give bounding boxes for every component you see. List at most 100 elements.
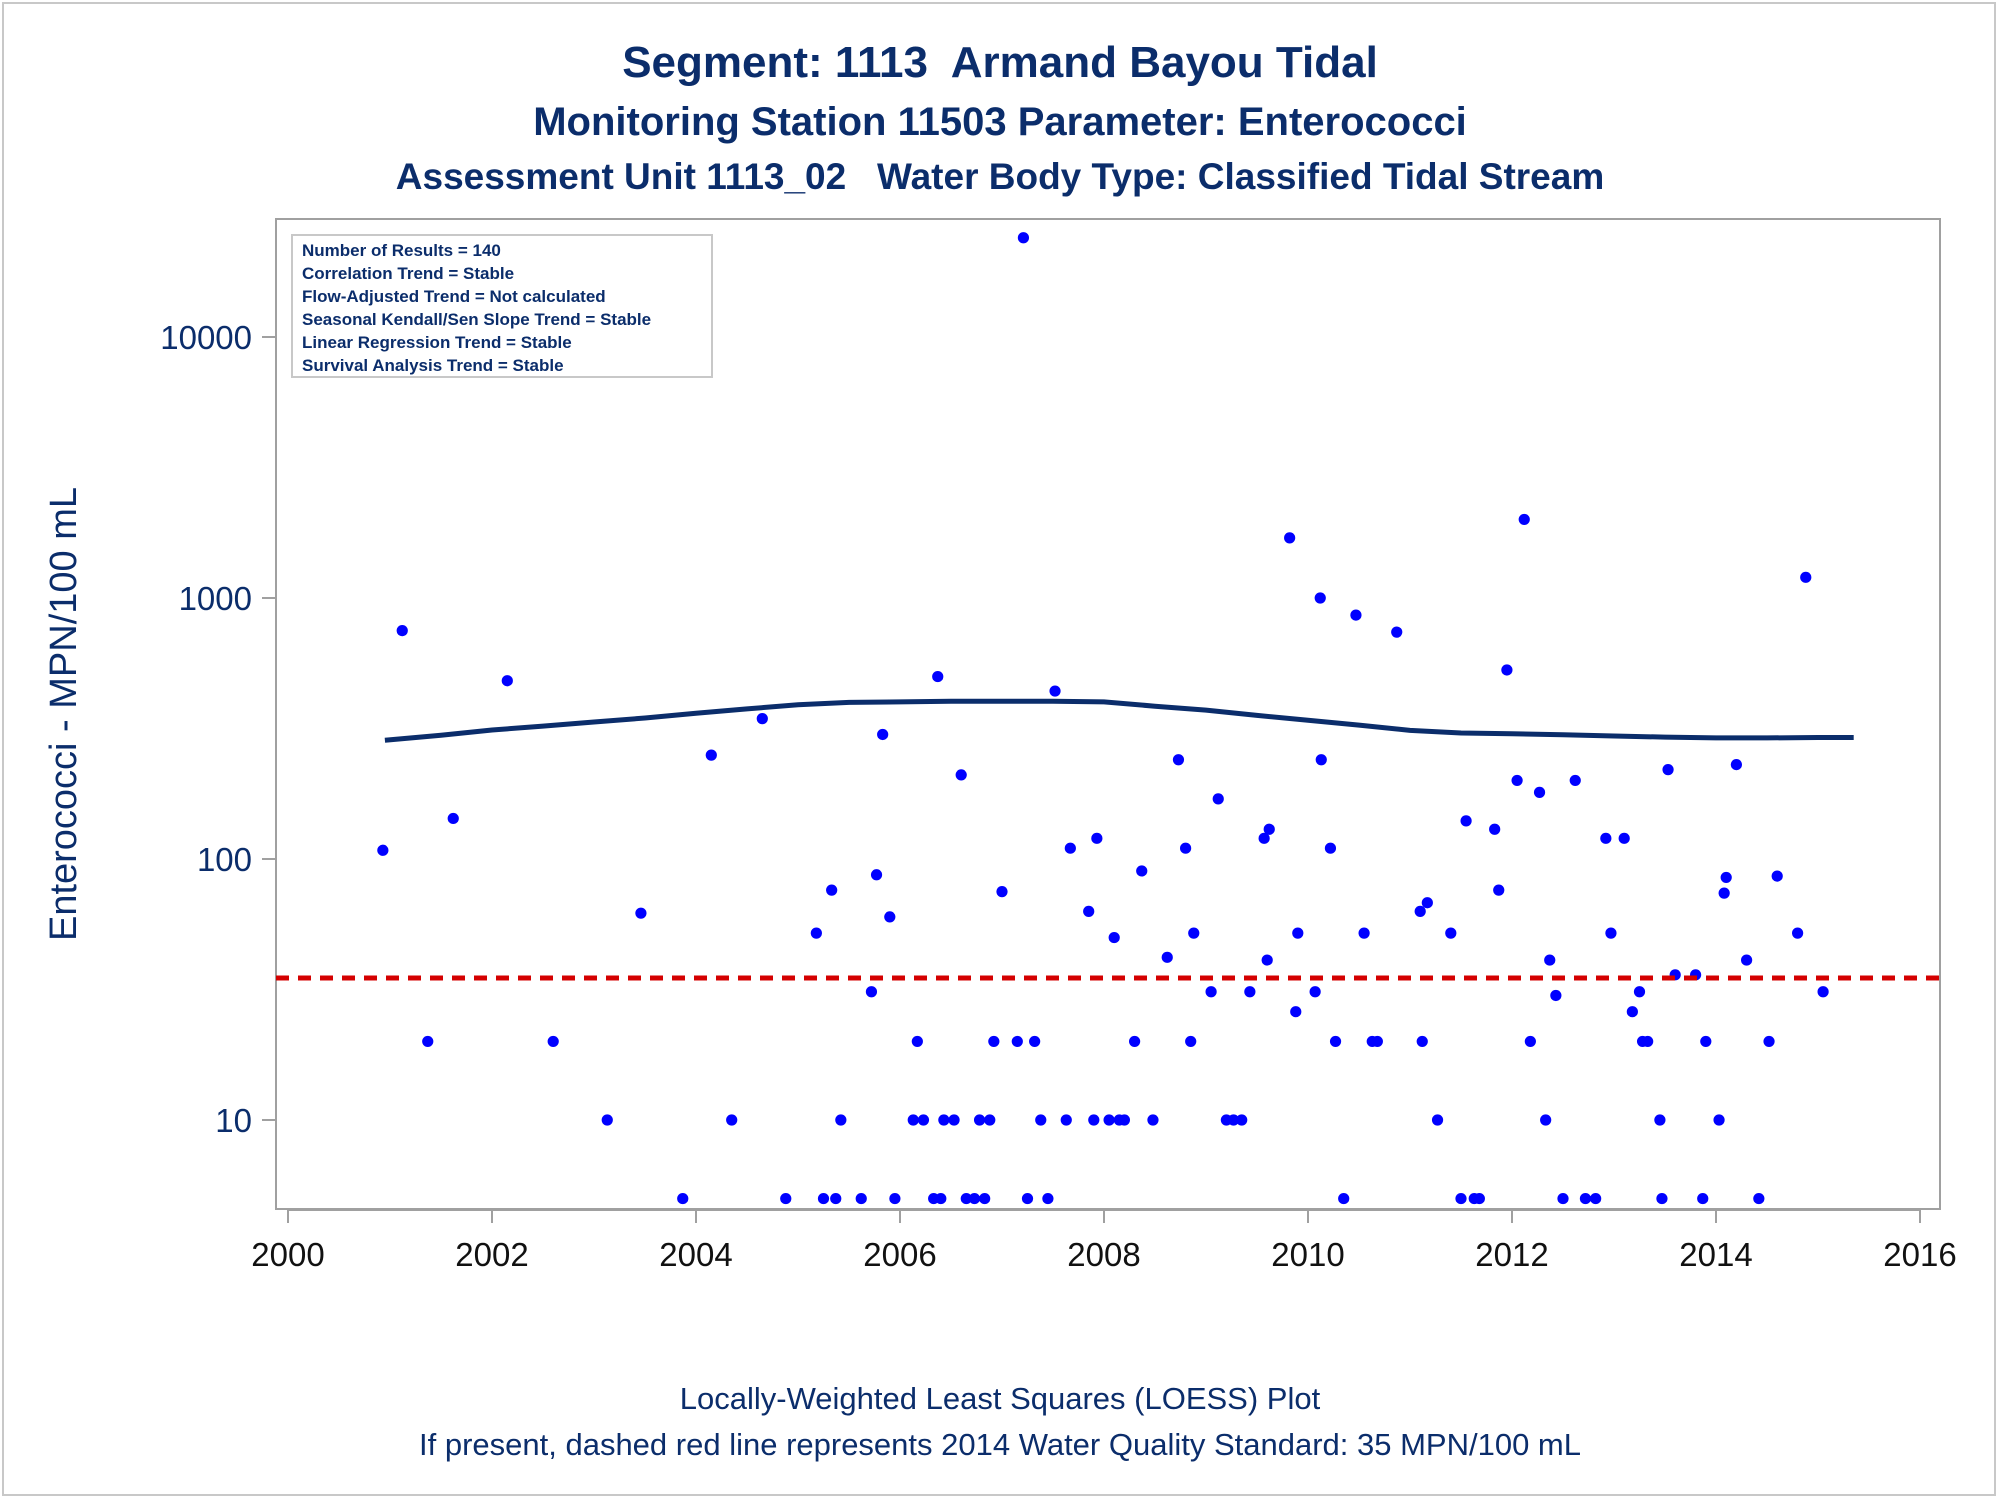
stats-line: Flow-Adjusted Trend = Not calculated <box>302 287 606 306</box>
data-point <box>1579 1192 1592 1205</box>
data-point <box>1136 865 1148 877</box>
stats-line: Correlation Trend = Stable <box>302 264 514 283</box>
data-point <box>1261 954 1273 966</box>
data-point <box>1473 1192 1485 1205</box>
data-point <box>1489 823 1501 835</box>
data-point <box>889 1192 901 1205</box>
data-point <box>1600 832 1612 844</box>
data-point <box>1421 897 1433 909</box>
data-point <box>826 884 838 896</box>
data-point <box>1371 1035 1383 1048</box>
data-point <box>1720 871 1732 884</box>
x-axis: 2000 2002 2004 2006 2008 2010 2012 2014 2016 <box>251 1209 1957 1273</box>
data-point <box>1493 884 1505 896</box>
x-tick-label: 2016 <box>1883 1236 1956 1273</box>
data-point <box>1792 927 1804 939</box>
data-point <box>1091 832 1103 844</box>
data-point <box>917 1114 930 1126</box>
data-point <box>1180 842 1192 854</box>
data-point <box>1656 1192 1668 1205</box>
data-point <box>1358 927 1370 939</box>
data-point <box>1557 1192 1569 1205</box>
data-point <box>1083 905 1095 917</box>
data-point <box>1049 685 1061 697</box>
data-point <box>601 1114 613 1126</box>
data-point <box>960 1192 972 1205</box>
data-point <box>1338 1192 1350 1205</box>
data-point <box>635 907 647 919</box>
data-point <box>810 927 822 939</box>
data-point <box>726 1114 738 1126</box>
data-point <box>1700 1035 1712 1048</box>
data-point <box>1042 1192 1054 1205</box>
data-point <box>948 1114 960 1126</box>
loess-curve <box>384 698 1854 743</box>
chart-subtitle: Monitoring Station 11503 Parameter: Ente… <box>533 100 1467 144</box>
data-point <box>1713 1114 1725 1126</box>
data-point <box>1103 1114 1115 1126</box>
data-point <box>1064 842 1076 854</box>
data-point <box>1626 1006 1638 1018</box>
data-point <box>1697 1192 1709 1205</box>
data-point <box>1263 823 1275 835</box>
data-point <box>1088 1114 1100 1126</box>
data-point <box>1035 1114 1047 1126</box>
data-point <box>1205 986 1217 998</box>
data-point <box>1524 1035 1536 1048</box>
x-tick-label: 2008 <box>1067 1236 1140 1273</box>
data-point <box>855 1192 867 1205</box>
x-tick-label: 2000 <box>251 1236 324 1273</box>
data-point <box>877 728 889 741</box>
data-point <box>1533 786 1546 798</box>
data-point <box>865 986 878 998</box>
data-point <box>1741 954 1753 966</box>
data-point <box>1029 1035 1041 1048</box>
x-tick-label: 2014 <box>1679 1236 1752 1273</box>
data-point <box>1236 1114 1248 1126</box>
data-point <box>396 625 408 637</box>
data-point <box>1511 774 1523 787</box>
data-point <box>1212 793 1224 805</box>
data-point <box>1550 989 1562 1002</box>
data-point <box>1642 1035 1654 1048</box>
stats-line: Survival Analysis Trend = Stable <box>302 356 564 375</box>
data-point <box>988 1035 1000 1048</box>
data-point <box>1817 986 1829 998</box>
chart-subtitle-2: Assessment Unit 1113_02 Water Body Type:… <box>395 156 1605 197</box>
x-tick-label: 2010 <box>1271 1236 1344 1273</box>
data-point <box>377 844 389 856</box>
data-point <box>1763 1035 1775 1048</box>
data-point <box>1569 774 1581 787</box>
y-axis-label: Enterococci - MPN/100 mL <box>43 487 85 941</box>
data-point <box>1172 754 1185 766</box>
footnote-standard: If present, dashed red line represents 2… <box>419 1427 1581 1462</box>
y-tick-label: 100 <box>197 841 252 878</box>
data-point <box>1324 842 1337 854</box>
data-point <box>1662 764 1674 776</box>
data-point <box>984 1114 996 1126</box>
data-points <box>377 232 1829 1205</box>
footnote-method: Locally-Weighted Least Squares (LOESS) P… <box>679 1381 1321 1416</box>
chart-title: Segment: 1113 Armand Bayou Tidal <box>622 38 1378 87</box>
data-point <box>705 749 717 761</box>
data-point <box>1147 1114 1159 1126</box>
data-point <box>447 812 459 825</box>
data-point <box>677 1192 689 1205</box>
data-point <box>1460 815 1472 827</box>
data-point <box>1011 1035 1023 1048</box>
data-point <box>1017 232 1030 244</box>
data-point <box>1605 927 1617 939</box>
data-point <box>1753 1192 1765 1205</box>
data-point <box>979 1192 991 1205</box>
data-point <box>1021 1192 1034 1205</box>
data-point <box>1060 1114 1072 1126</box>
data-point <box>911 1035 923 1048</box>
data-point <box>1501 664 1513 676</box>
data-point <box>1350 609 1362 621</box>
data-point <box>501 675 513 687</box>
data-point <box>1314 592 1326 604</box>
data-point <box>1108 931 1120 944</box>
x-tick-label: 2006 <box>863 1236 936 1273</box>
data-point <box>996 886 1008 898</box>
data-point <box>1284 532 1296 544</box>
